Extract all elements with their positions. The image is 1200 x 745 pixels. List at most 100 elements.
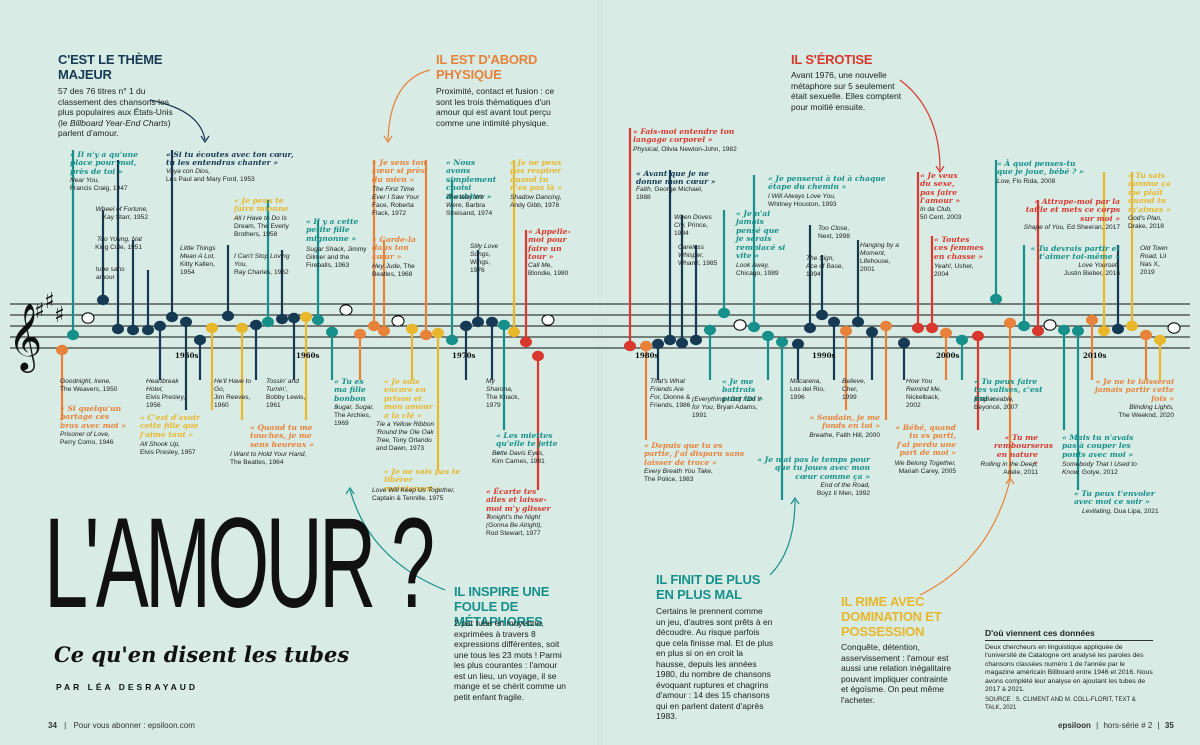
note-head	[288, 312, 300, 324]
song-quote: « Je n'ai pas le temps pour que tu joues…	[757, 455, 870, 481]
song-credit: Hanging by a Moment, Lifehouse, 2001	[860, 242, 899, 273]
song-quote: « Je sens ton cœur si près du mien »	[372, 158, 427, 184]
page-gutter	[598, 0, 602, 745]
note-head	[391, 315, 405, 327]
song-credit: Shadow Dancing, Andy Gibb, 1978	[510, 194, 562, 209]
note-head	[67, 329, 79, 341]
note-head	[866, 326, 878, 338]
song-credit: Wheel of Fortune, Kay Starr, 1952	[95, 206, 148, 221]
song-quote: « Les miettes qu'elle te jette »	[496, 431, 558, 457]
note-head	[676, 337, 688, 349]
note-head	[1140, 329, 1152, 341]
note-head	[926, 322, 938, 334]
song-quote: « Soudain, je me fonds en toi »	[809, 413, 880, 431]
note-head	[816, 309, 828, 321]
song-credit: Old Town Road, Lil Nas X, 2019	[1140, 245, 1168, 276]
note-head	[1126, 320, 1138, 332]
note-head	[508, 326, 520, 338]
song-credit: Breathe, Faith Hill, 2000	[809, 432, 880, 439]
section-text-rime: Conquête, détention, asservissement : l'…	[841, 642, 952, 705]
song-quote: « Depuis que tu es partie, j'ai disparu …	[644, 441, 745, 467]
section-heading-theme: C'EST LE THÈME MAJEUR	[58, 52, 163, 82]
page-title: L'AMOUR ?	[44, 492, 435, 635]
section-heading-erotise: IL S'ÉROTISE	[791, 52, 873, 67]
song-credit: I Can't Stop Loving You, Ray Charles, 196…	[234, 253, 290, 276]
note-head	[880, 320, 892, 332]
subscribe-link[interactable]: Pour vous abonner : epsiloon.com	[73, 721, 195, 730]
song-quote: « Je veux du sexe, pas faire l'amour »	[920, 171, 961, 206]
song-credit: Irreplaceable, Beyoncé, 2007	[974, 396, 1018, 411]
song-credit: Careless Whisper, Wham!, 1985	[678, 244, 718, 267]
note-head	[1018, 320, 1030, 332]
note-head	[81, 312, 95, 324]
song-credit: Low, Flo Rida, 2008	[997, 178, 1056, 185]
song-quote: « Je ne te laisserai jamais partir cette…	[1095, 377, 1174, 403]
note-head	[748, 321, 760, 333]
section-text-metaphores: 2 par tube en moyenne, exprimées à trave…	[454, 618, 566, 702]
song-quote: « Fais-moi entendre ton langage corporel…	[633, 127, 735, 145]
song-quote: « Quand tu me touches, je me sens heureu…	[250, 423, 314, 449]
note-head	[460, 320, 472, 332]
song-credit: Tonight's the Night (Gonna Be Alright), …	[486, 514, 543, 537]
source-box-source: SOURCE : S. CLIMENT AND M. COLL-FLORIT, …	[985, 697, 1136, 712]
note-head	[840, 325, 852, 337]
note-head	[166, 311, 178, 323]
note-head	[250, 319, 262, 331]
song-credit: End of the Road, Boyz II Men, 1992	[816, 482, 870, 497]
note-head	[664, 334, 676, 346]
song-credit: The Sign, Ace of Base, 1994	[806, 255, 844, 278]
song-credit: Too Young, Nat King Cole, 1951	[95, 236, 142, 251]
song-quote: « Je suis encore en prison et mon amour …	[384, 377, 433, 420]
note-head	[1004, 317, 1016, 329]
note-head	[1032, 325, 1044, 337]
note-head	[378, 325, 390, 337]
note-head	[486, 316, 498, 328]
song-quote: « Tu es ma fille bonbon »	[334, 377, 366, 412]
arrow-physique	[387, 69, 431, 141]
page-number-left: 34	[48, 721, 57, 730]
song-quote: « Appelle-moi pour faire un tour »	[528, 227, 571, 262]
note-head	[776, 336, 788, 348]
decade-label: 1990s	[812, 351, 835, 360]
note-head	[206, 322, 218, 334]
brand-logo: epsiloon	[1058, 721, 1091, 730]
song-credit: Too Close, Next, 1998	[818, 225, 850, 240]
note-head	[472, 316, 484, 328]
song-credit: All Shook Up, Elvis Presley, 1957	[140, 441, 196, 456]
song-credit: Little Things Mean A Lot, Kitty Kallen, 1…	[180, 245, 216, 276]
note-head	[354, 328, 366, 340]
decade-label: 1980s	[635, 351, 658, 360]
arrow-rime	[919, 479, 1011, 596]
song-quote: « Il n'y a qu'une place pour moi, près d…	[70, 150, 138, 176]
song-credit: Love Will Keep Us Together, Captain & Ten…	[372, 487, 455, 502]
note-head	[312, 314, 324, 326]
song-quote: « Nous avons simplement choisi d'oublier…	[446, 158, 497, 201]
song-credit: Faith, George Michael, 1988	[636, 186, 703, 201]
note-head	[640, 340, 652, 352]
note-head	[1058, 324, 1070, 336]
song-credit: Call Me, Blondie, 1980	[528, 262, 569, 277]
note-head	[532, 350, 544, 362]
note-head	[142, 324, 154, 336]
song-credit: Tie a Yellow Ribbon 'Round the Ole Oak T…	[376, 421, 435, 452]
note-head	[446, 334, 458, 346]
song-credit: Sugar Shack, Jimmy Gilmer and the Fireba…	[306, 246, 367, 269]
song-quote: « Garde-la dans ton cœur »	[372, 235, 416, 261]
decade-label: 2000s	[936, 351, 959, 360]
note-head	[912, 322, 924, 334]
note-head	[690, 334, 702, 346]
decade-label: 1950s	[175, 351, 198, 360]
page-number-right: 35	[1164, 721, 1174, 730]
treble-clef-icon: 𝄞	[8, 302, 42, 373]
arrow-theme	[149, 99, 206, 141]
song-quote: « À quoi penses-tu que je joue, bébé ? »	[997, 159, 1084, 177]
note-head	[956, 334, 968, 346]
section-text-physique: Proximité, contact et fusion : ce sont l…	[436, 86, 555, 128]
song-credit: In da Club, 50 Cent, 2003	[920, 206, 962, 221]
source-box-text: Deux chercheurs en linguistique appliqué…	[985, 644, 1153, 694]
note-head	[97, 294, 109, 306]
note-head	[828, 316, 840, 328]
song-quote: « Je ne vais pas te libérer maintenant »	[384, 467, 461, 493]
footer-left: 34 | Pour vous abonner : epsiloon.com	[48, 721, 195, 730]
